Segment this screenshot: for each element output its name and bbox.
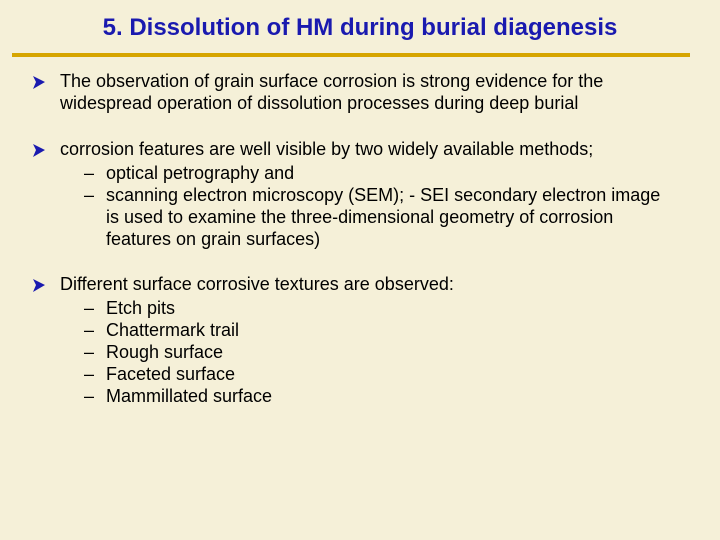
slide: 5. Dissolution of HM during burial diage… [0,0,720,540]
sub-list: optical petrography and scanning electro… [60,163,676,251]
slide-title: 5. Dissolution of HM during burial diage… [40,14,680,43]
bullet-item: The observation of grain surface corrosi… [30,71,676,115]
sub-item: Chattermark trail [60,320,676,342]
sub-text: Chattermark trail [106,320,239,340]
arrow-icon [32,75,46,89]
sub-item: Faceted surface [60,364,676,386]
arrow-icon [32,278,46,292]
arrow-icon [32,143,46,157]
sub-item: Etch pits [60,298,676,320]
title-area: 5. Dissolution of HM during burial diage… [0,0,720,49]
bullet-item: corrosion features are well visible by t… [30,139,676,251]
sub-item: scanning electron microscopy (SEM); - SE… [60,185,676,251]
bullet-item: Different surface corrosive textures are… [30,274,676,408]
sub-item: Rough surface [60,342,676,364]
bullet-list: The observation of grain surface corrosi… [30,71,676,408]
sub-text: Faceted surface [106,364,235,384]
sub-text: optical petrography and [106,163,294,183]
bullet-text: Different surface corrosive textures are… [60,274,454,294]
sub-text: Rough surface [106,342,223,362]
sub-item: Mammillated surface [60,386,676,408]
bullet-text: corrosion features are well visible by t… [60,139,593,159]
slide-body: The observation of grain surface corrosi… [0,57,720,408]
sub-text: Mammillated surface [106,386,272,406]
sub-text: Etch pits [106,298,175,318]
sub-list: Etch pits Chattermark trail Rough surfac… [60,298,676,408]
sub-text: scanning electron microscopy (SEM); - SE… [106,185,660,249]
sub-item: optical petrography and [60,163,676,185]
bullet-text: The observation of grain surface corrosi… [60,71,603,113]
